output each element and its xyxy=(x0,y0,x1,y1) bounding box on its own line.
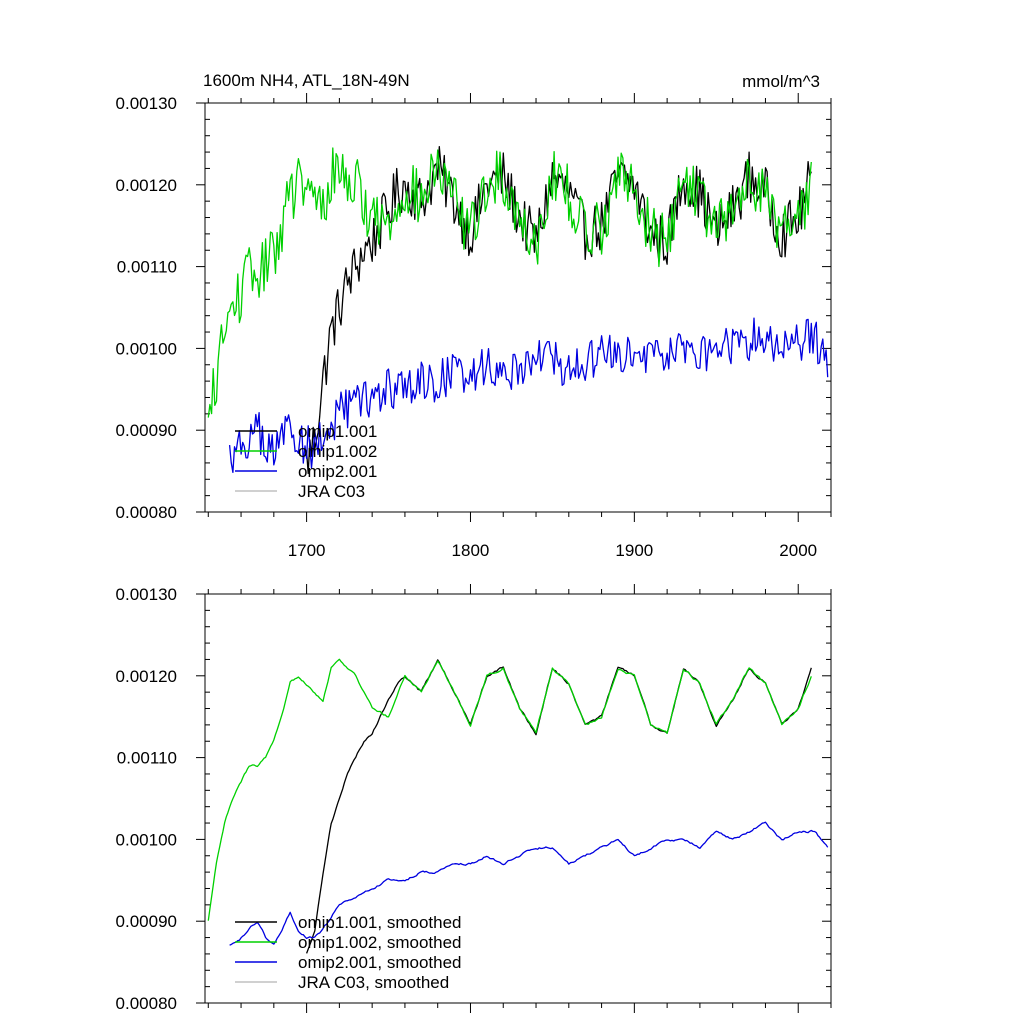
x-tick-label: 1800 xyxy=(452,541,490,560)
y-tick-label: 0.00120 xyxy=(116,176,177,195)
legend-label: omip1.001 xyxy=(298,422,377,441)
series-line-1 xyxy=(207,147,812,418)
legend-label: omip1.002 xyxy=(298,442,377,461)
y-tick-label: 0.00090 xyxy=(116,421,177,440)
units-label: mmol/m^3 xyxy=(742,72,820,91)
y-tick-label: 0.00100 xyxy=(116,830,177,849)
x-tick-label: 1900 xyxy=(615,541,653,560)
top-panel: 1600m NH4, ATL_18N-49N mmol/m^3 0.000800… xyxy=(116,71,832,560)
x-tick-label: 2000 xyxy=(779,541,817,560)
y-tick-label: 0.00110 xyxy=(117,258,177,277)
y-tick-label: 0.00130 xyxy=(116,585,177,604)
legend-label: omip2.001 xyxy=(298,462,377,481)
y-tick-label: 0.00120 xyxy=(116,667,177,686)
legend-label: omip1.002, smoothed xyxy=(298,933,462,952)
bottom-panel: 0.00080 0.00090 0.00100 0.00110 0.00120 0.001… xyxy=(116,584,832,1013)
bottom-axes: 0.00080 0.00090 0.00100 0.00110 0.00120 0.001… xyxy=(116,584,832,1013)
top-series-lines xyxy=(207,145,829,475)
y-tick-label: 0.00130 xyxy=(116,94,177,113)
legend-label: JRA C03 xyxy=(298,482,365,501)
legend-label: JRA C03, smoothed xyxy=(298,973,449,992)
plot-frame xyxy=(204,102,832,513)
y-tick-label: 0.00080 xyxy=(116,503,177,522)
y-tick-label: 0.00080 xyxy=(116,994,177,1013)
series-line-0 xyxy=(305,659,812,954)
chart-title: 1600m NH4, ATL_18N-49N xyxy=(203,71,410,90)
y-tick-label: 0.00110 xyxy=(117,749,177,768)
y-tick-label: 0.00090 xyxy=(116,912,177,931)
series-line-2 xyxy=(228,317,829,474)
y-tick-label: 0.00100 xyxy=(116,339,177,358)
top-axes: 0.00080 0.00090 0.00100 0.00110 0.00120 0.001… xyxy=(116,93,832,560)
series-line-0 xyxy=(305,145,812,475)
x-tick-label: 1700 xyxy=(288,541,326,560)
legend-label: omip2.001, smoothed xyxy=(298,953,462,972)
series-line-1 xyxy=(207,658,812,921)
bottom-series-lines xyxy=(207,658,829,954)
legend-label: omip1.001, smoothed xyxy=(298,913,462,932)
plot-frame xyxy=(204,593,832,1004)
series-line-2 xyxy=(229,821,829,946)
